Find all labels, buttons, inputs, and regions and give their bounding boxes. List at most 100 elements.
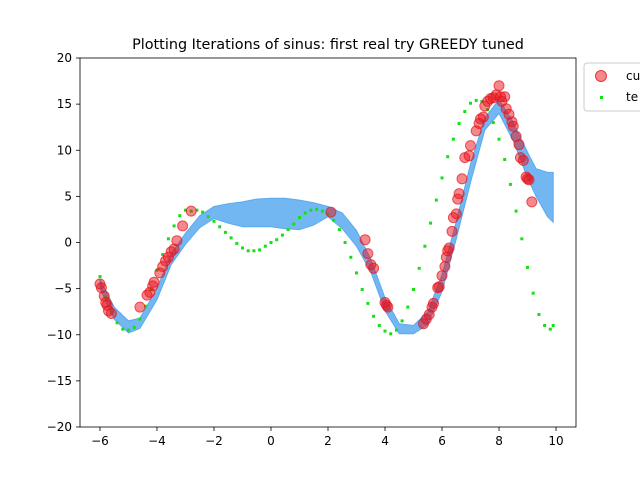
- test-point: [201, 210, 205, 214]
- test-point: [166, 237, 170, 241]
- current-point: [507, 120, 519, 132]
- current-point: [493, 80, 505, 92]
- test-point: [446, 155, 450, 159]
- x-tick-label: 6: [438, 434, 446, 448]
- test-point: [280, 233, 284, 237]
- current-point: [433, 281, 445, 293]
- test-point: [161, 253, 165, 256]
- current-point: [513, 139, 525, 151]
- test-point: [258, 248, 262, 252]
- legend-marker-cu: [595, 70, 607, 82]
- chart-title: Plotting Iterations of sinus: first real…: [132, 37, 524, 53]
- current-point: [105, 308, 117, 319]
- test-point: [417, 266, 421, 270]
- x-tick-label: 8: [495, 434, 503, 448]
- test-point: [212, 219, 216, 223]
- uncertainty-band: [99, 98, 554, 335]
- test-point: [298, 216, 301, 220]
- y-tick-label: −15: [47, 374, 72, 388]
- test-point: [246, 249, 250, 253]
- test-point: [332, 218, 336, 222]
- current-point: [456, 173, 468, 185]
- x-tick-label: 10: [548, 434, 563, 448]
- current-point: [523, 174, 535, 186]
- test-point: [309, 208, 313, 212]
- current-point: [134, 301, 146, 313]
- y-tick-label: −10: [47, 328, 72, 342]
- test-point: [286, 228, 290, 232]
- current-point: [517, 154, 529, 166]
- current-point: [443, 242, 455, 254]
- test-point: [429, 221, 433, 225]
- test-point: [383, 329, 387, 333]
- test-point: [463, 110, 467, 113]
- test-point: [172, 224, 176, 228]
- test-point: [206, 215, 210, 219]
- test-point: [355, 271, 358, 275]
- current-point: [465, 140, 476, 152]
- test-point: [412, 288, 415, 291]
- x-tick-label: −6: [91, 434, 109, 448]
- current-point: [148, 276, 160, 288]
- legend-label-cu: cu: [626, 69, 640, 83]
- current-point: [463, 150, 475, 162]
- test-point: [178, 214, 182, 218]
- test-point: [503, 158, 507, 161]
- test-point: [303, 211, 307, 215]
- test-point: [349, 255, 353, 259]
- test-point: [115, 321, 119, 325]
- test-point: [223, 230, 227, 234]
- current-point: [362, 248, 374, 260]
- test-point: [543, 324, 547, 327]
- current-point: [439, 261, 451, 272]
- test-point: [497, 137, 501, 141]
- test-point: [457, 122, 461, 125]
- test-point: [469, 101, 472, 105]
- current-point: [526, 196, 538, 208]
- y-tick-label: 10: [57, 143, 72, 157]
- legend: cu te: [583, 62, 640, 112]
- test-point: [451, 137, 455, 141]
- test-point: [121, 327, 125, 331]
- test-point: [548, 327, 552, 331]
- test-point: [184, 208, 187, 212]
- test-point: [389, 332, 393, 336]
- test-point: [127, 328, 130, 332]
- test-point: [218, 225, 222, 229]
- legend-marker-te: [600, 96, 603, 99]
- x-tick-label: 0: [267, 434, 275, 448]
- test-point: [269, 241, 273, 244]
- y-tick-label: 5: [64, 189, 72, 203]
- x-tick-label: 4: [381, 434, 389, 448]
- y-tick-label: −5: [54, 282, 72, 296]
- x-tick-label: −4: [148, 434, 166, 448]
- test-point: [320, 209, 324, 213]
- test-point: [508, 182, 512, 186]
- test-point: [252, 249, 256, 253]
- test-point: [241, 246, 244, 250]
- test-point: [423, 244, 427, 248]
- test-point: [144, 304, 148, 308]
- test-point: [440, 176, 444, 180]
- current-point: [325, 206, 337, 218]
- current-point: [446, 225, 458, 237]
- current-points-layer: [94, 80, 538, 330]
- test-point: [531, 291, 535, 295]
- current-point: [359, 234, 371, 246]
- current-point: [428, 297, 439, 309]
- test-points-layer: [98, 98, 555, 336]
- test-point: [394, 328, 398, 332]
- test-point: [520, 237, 524, 241]
- current-point: [499, 91, 511, 103]
- current-point: [185, 205, 197, 217]
- test-point: [132, 325, 136, 329]
- test-point: [98, 275, 102, 279]
- current-point: [453, 188, 465, 200]
- y-axis: −20 −15 −10 −5 0 5 10 15 20: [47, 51, 80, 434]
- current-point: [477, 111, 489, 123]
- y-tick-label: 0: [64, 236, 72, 250]
- current-point: [177, 220, 189, 232]
- test-point: [315, 207, 319, 211]
